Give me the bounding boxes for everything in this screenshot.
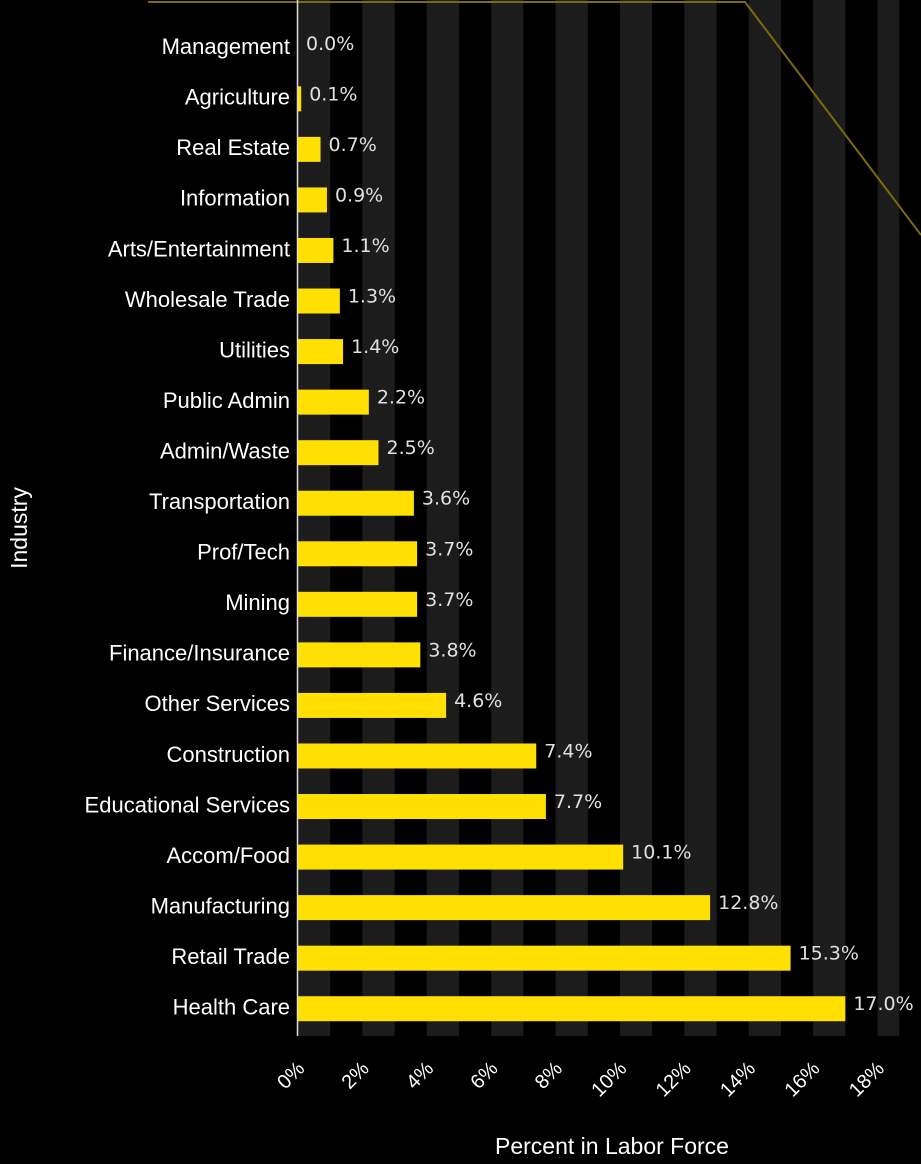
bar	[298, 389, 369, 415]
grid-band	[748, 0, 781, 1036]
x-tick-label: 4%	[402, 1058, 438, 1094]
bar	[298, 692, 447, 718]
bar	[298, 945, 791, 971]
x-tick-label: 14%	[716, 1058, 760, 1102]
y-tick-label: Transportation	[149, 489, 290, 514]
bar	[298, 440, 379, 466]
y-tick-label: Information	[180, 186, 290, 211]
data-label: 3.6%	[422, 488, 470, 510]
x-tick-label: 0%	[273, 1058, 309, 1094]
y-tick-label: Finance/Insurance	[109, 641, 290, 666]
data-label: 2.2%	[377, 387, 425, 409]
data-label: 10.1%	[631, 842, 691, 864]
y-tick-label: Other Services	[145, 691, 291, 716]
bar	[298, 996, 846, 1022]
bar	[298, 237, 334, 263]
data-label: 0.1%	[309, 83, 357, 105]
y-tick-label: Educational Services	[85, 792, 290, 817]
data-label: 1.3%	[348, 286, 396, 308]
x-tick-label: 10%	[587, 1058, 631, 1102]
data-label: 7.4%	[544, 740, 592, 762]
data-label: 1.4%	[351, 336, 399, 358]
grid-band	[684, 0, 717, 1036]
data-label: 3.7%	[425, 589, 473, 611]
y-tick-label: Construction	[166, 742, 290, 767]
data-label: 12.8%	[718, 892, 778, 914]
y-tick-label: Prof/Tech	[197, 540, 290, 565]
bar	[298, 187, 327, 213]
data-label: 4.6%	[454, 690, 502, 712]
data-label: 17.0%	[853, 993, 913, 1015]
x-tick-label: 16%	[781, 1058, 825, 1102]
bar	[298, 794, 546, 820]
data-label: 3.7%	[425, 538, 473, 560]
grid-band	[877, 0, 900, 1036]
bar	[298, 136, 321, 162]
decoration-line	[148, 1, 921, 236]
data-label: 0.7%	[329, 134, 377, 156]
data-label: 1.1%	[341, 235, 389, 257]
y-axis-title: Industry	[6, 487, 32, 569]
y-tick-label: Real Estate	[176, 135, 290, 160]
data-label: 7.7%	[554, 791, 602, 813]
data-label: 2.5%	[386, 437, 434, 459]
x-tick-label: 18%	[845, 1058, 889, 1102]
bar	[298, 642, 421, 668]
y-tick-label: Health Care	[173, 995, 290, 1020]
y-tick-label: Admin/Waste	[160, 438, 290, 463]
bar	[298, 490, 414, 516]
y-tick-label: Utilities	[219, 337, 290, 362]
bar	[298, 743, 537, 769]
grid-band	[426, 0, 459, 1036]
bar	[298, 86, 302, 112]
x-tick-label: 8%	[531, 1058, 567, 1094]
y-tick-label: Management	[162, 34, 290, 59]
grid-band	[813, 0, 846, 1036]
grid-band	[555, 0, 588, 1036]
y-tick-label: Agriculture	[185, 85, 290, 110]
y-tick-label: Public Admin	[163, 388, 290, 413]
bar	[298, 288, 340, 314]
y-tick-label: Arts/Entertainment	[108, 236, 290, 261]
x-tick-label: 12%	[652, 1058, 696, 1102]
x-tick-label: 2%	[338, 1058, 374, 1094]
data-label: 0.0%	[306, 33, 354, 55]
y-tick-label: Retail Trade	[171, 944, 290, 969]
y-tick-label: Manufacturing	[151, 893, 290, 918]
data-label: 15.3%	[799, 943, 859, 965]
grid-band	[491, 0, 524, 1036]
x-axis-title: Percent in Labor Force	[495, 1133, 729, 1159]
bar	[298, 339, 344, 365]
x-tick-label: 6%	[466, 1058, 502, 1094]
y-tick-label: Accom/Food	[167, 843, 291, 868]
bar	[298, 541, 418, 567]
bar	[298, 591, 418, 617]
bar	[298, 844, 624, 870]
y-tick-label: Wholesale Trade	[125, 287, 290, 312]
grid-band	[619, 0, 653, 1036]
bar	[298, 895, 711, 921]
data-label: 3.8%	[428, 639, 476, 661]
y-tick-label: Mining	[225, 590, 290, 615]
data-label: 0.9%	[335, 184, 383, 206]
